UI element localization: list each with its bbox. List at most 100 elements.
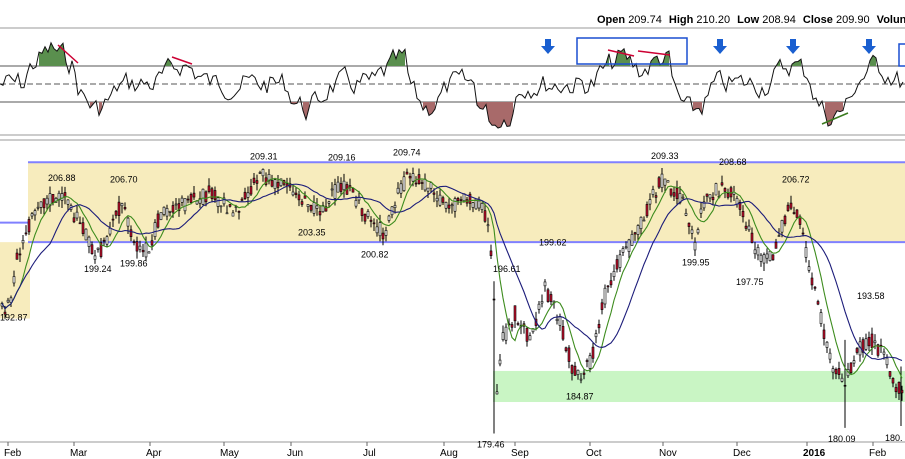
- candle-body: [36, 206, 40, 209]
- candle-body: [807, 266, 811, 271]
- candle-body: [714, 183, 718, 196]
- candle-body: [663, 178, 667, 186]
- oscillator-oversold-fill: [423, 102, 435, 116]
- candle-body: [555, 318, 559, 322]
- candle-body: [810, 277, 814, 286]
- candle-body: [471, 202, 475, 208]
- low-label: Low: [737, 14, 760, 26]
- candle-body: [582, 372, 586, 375]
- candle-body: [588, 355, 592, 369]
- candle-body: [210, 188, 214, 200]
- candle-body: [579, 378, 583, 381]
- candle-body: [39, 201, 43, 208]
- candle-body: [828, 352, 832, 360]
- support-range-zone: [493, 370, 905, 403]
- candle-body: [249, 186, 253, 195]
- candle-body: [873, 340, 877, 344]
- candle-body: [141, 249, 145, 253]
- x-tick-label: Aug: [440, 448, 458, 459]
- oscillator-overbought-fill: [165, 58, 171, 66]
- candle-body: [132, 241, 136, 243]
- candle-body: [570, 365, 574, 374]
- candle-body: [453, 198, 457, 212]
- candle-body: [684, 212, 688, 216]
- highlight-box: [898, 43, 905, 67]
- candle-body: [168, 210, 172, 213]
- candle-body: [171, 205, 175, 213]
- candle-body: [240, 198, 244, 201]
- candle-body: [651, 189, 655, 195]
- candle-body: [762, 254, 766, 264]
- price-annotation-label: 199.95: [682, 257, 710, 267]
- candle-body: [792, 212, 796, 214]
- low-value: 208.94: [762, 14, 796, 26]
- candle-body: [387, 215, 391, 221]
- candle-body: [456, 197, 460, 202]
- price-annotation-label: 209.33: [651, 151, 679, 161]
- candle-body: [87, 236, 91, 247]
- candle-body: [189, 194, 193, 203]
- candle-body: [393, 205, 397, 209]
- candle-body: [216, 197, 220, 207]
- candle-body: [576, 369, 580, 375]
- down-arrow-icon: [713, 39, 727, 54]
- candle-body: [705, 193, 709, 197]
- x-tick-label: Sep: [511, 448, 529, 459]
- x-tick-label: Jun: [287, 448, 303, 459]
- candle-body: [606, 285, 610, 288]
- candle-body: [411, 173, 415, 182]
- candle-body: [228, 204, 232, 207]
- price-annotation-label: 180.09: [828, 434, 856, 444]
- candle-body: [543, 281, 547, 287]
- candle-body: [783, 215, 787, 225]
- candle-body: [153, 222, 157, 237]
- candle-body: [246, 192, 250, 198]
- candle-body: [354, 200, 358, 207]
- candle-body: [891, 378, 895, 384]
- candle-body: [627, 239, 631, 252]
- candle-body: [747, 225, 751, 231]
- candle-body: [342, 180, 346, 191]
- candle-body: [24, 232, 28, 235]
- candle-body: [9, 297, 13, 303]
- candle-body: [888, 371, 892, 377]
- candle-body: [276, 182, 280, 188]
- candle-body: [420, 182, 424, 184]
- candle-body: [360, 208, 364, 216]
- oscillator-line: [0, 41, 904, 129]
- candle-body: [885, 357, 889, 366]
- candle-body: [60, 193, 64, 201]
- candle-body: [300, 201, 304, 205]
- candle-body: [150, 240, 154, 246]
- candle-body: [459, 199, 463, 201]
- candle-body: [645, 204, 649, 217]
- candle-body: [351, 188, 355, 193]
- oscillator-overbought-fill: [792, 59, 801, 66]
- candle-body: [666, 180, 670, 183]
- candle-body: [90, 244, 94, 254]
- candle-body: [789, 202, 793, 209]
- candle-body: [756, 247, 760, 256]
- highlight-box: [576, 37, 688, 65]
- candle-body: [201, 188, 205, 205]
- candle-body: [291, 191, 295, 196]
- price-annotation-label: 196.61: [493, 264, 521, 274]
- candle-body: [591, 346, 595, 359]
- candle-body: [111, 218, 115, 221]
- candle-body: [330, 188, 334, 191]
- candle-body: [3, 311, 7, 315]
- candle-body: [516, 323, 520, 325]
- candle-body: [525, 327, 529, 342]
- price-annotation-label: 192.87: [0, 312, 28, 322]
- candle-body: [12, 276, 16, 284]
- candle-body: [510, 324, 514, 328]
- price-annotation-label: 209.74: [393, 148, 421, 158]
- candle-body: [447, 204, 451, 209]
- price-annotation-label: 199.24: [84, 264, 112, 274]
- volume-label: Volun: [876, 14, 905, 26]
- candle-body: [774, 241, 778, 249]
- divergence-line: [607, 49, 635, 57]
- x-tick-label: Feb: [4, 448, 22, 459]
- candle-body: [21, 240, 25, 244]
